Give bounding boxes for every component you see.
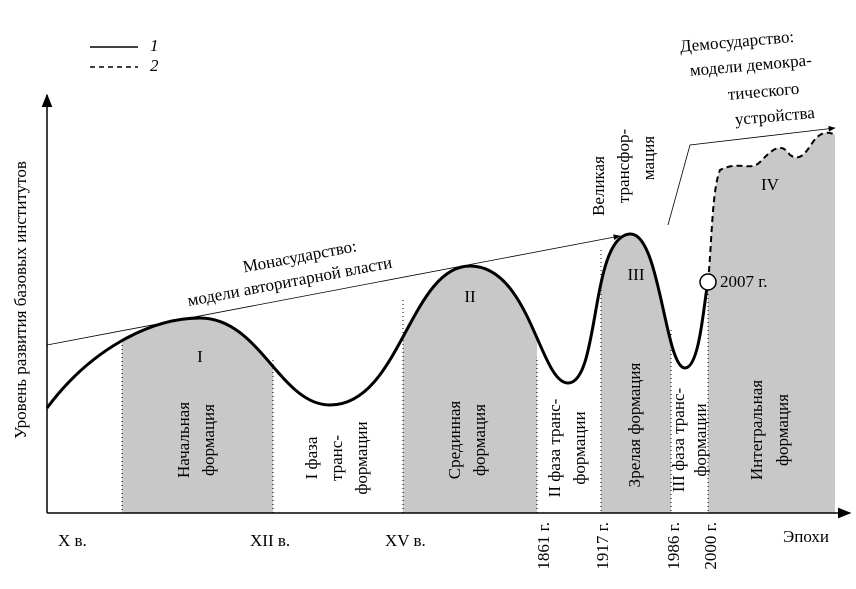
trend-line-2 [667, 125, 836, 226]
y-axis-label: Уровень развития базовых институтов [11, 161, 30, 439]
legend-label: 1 [150, 36, 159, 55]
formation-label: Зрелая формация [625, 363, 644, 488]
great-label: Великая [589, 156, 608, 216]
demo-label: тического [727, 79, 800, 104]
formation-label: Срединная [445, 401, 464, 480]
transition-label: формации [352, 421, 371, 494]
great-label: мация [639, 136, 658, 180]
demo-label: Демосударство: [679, 27, 795, 56]
x-label: X в. [58, 531, 87, 550]
formation-label: формация [470, 404, 489, 476]
numeral: III [628, 265, 645, 284]
marker-2007 [699, 273, 717, 291]
shaded-area [122, 132, 835, 513]
numeral: IV [761, 175, 780, 194]
transition-label: транс- [327, 435, 346, 481]
great-label: трансфор- [614, 129, 633, 204]
trend-line [46, 234, 621, 346]
formation-label: формация [199, 404, 218, 476]
transition-label: II фаза транс- [545, 398, 564, 497]
demo-label: устройства [734, 103, 816, 129]
curve-dashed [707, 131, 836, 283]
curve-solid [45, 232, 710, 409]
x-label: 1861 г. [534, 522, 553, 570]
legend-label: 2 [150, 56, 159, 75]
formation-label: Интегральная [747, 380, 766, 480]
x-label: 1986 г. [664, 522, 683, 570]
transition-label: III фаза транс- [669, 388, 688, 493]
transition-label: I фаза [302, 436, 321, 479]
x-label: 1917 г. [593, 522, 612, 570]
transition-label: формации [570, 411, 589, 484]
marker-label: 2007 г. [720, 272, 768, 291]
x-label: Эпохи [783, 527, 829, 546]
transition-label: формации [691, 403, 710, 476]
numeral: I [197, 347, 203, 366]
x-label: 2000 г. [701, 522, 720, 570]
x-label: XV в. [385, 531, 426, 550]
demo-label: модели демокра- [689, 50, 813, 80]
formation-label: формация [773, 394, 792, 466]
boundaries [121, 250, 709, 513]
x-label: XII в. [250, 531, 290, 550]
numeral: II [464, 287, 476, 306]
formation-label: Начальная [174, 402, 193, 478]
